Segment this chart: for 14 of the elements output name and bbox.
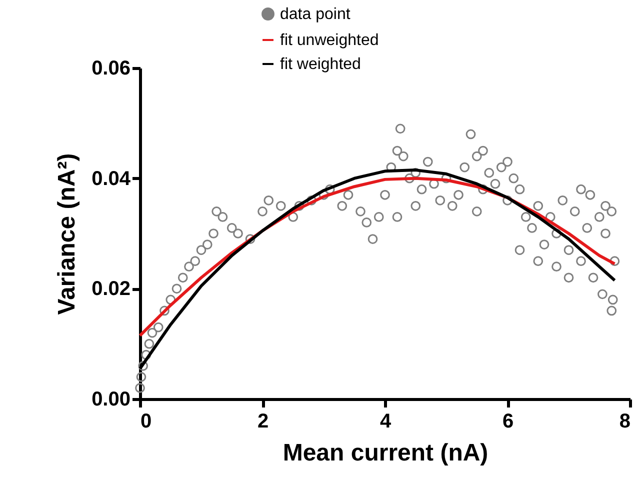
x-tick-label: 0 [140,410,152,432]
x-axis-title: Mean current (nA) [282,440,488,466]
x-tick-label: 8 [619,410,630,432]
y-tick-label: 0.04 [92,168,132,190]
y-tick-label: 0.00 [92,388,130,410]
x-tick-label: 2 [257,410,269,432]
y-tick-label: 0.06 [92,58,130,80]
x-tick-label: 6 [502,410,514,432]
y-axis-title: Variance (nA²) [54,153,81,315]
legend-label: fit weighted [280,56,361,73]
x-tick-label: 4 [380,410,392,432]
legend-label: fit unweighted [280,32,379,49]
y-tick-label: 0.02 [92,278,130,300]
legend-label: data point [280,6,351,23]
